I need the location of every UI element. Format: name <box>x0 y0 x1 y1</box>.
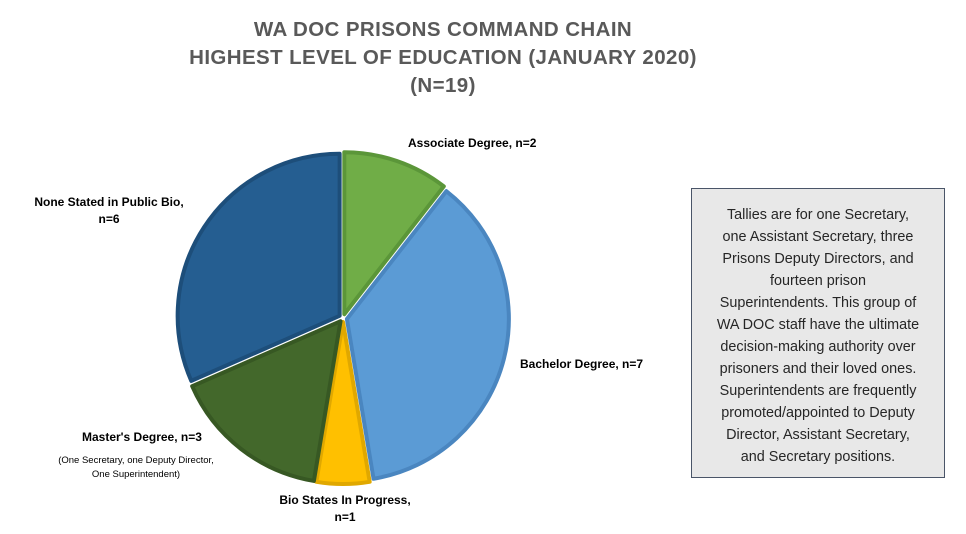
label-bachelor-degree: Bachelor Degree, n=7 <box>520 357 644 371</box>
note-line-5: Superintendents. This group of <box>719 295 917 311</box>
masters-degree-note: (One Secretary, one Deputy Director, One… <box>38 454 234 482</box>
label-none-stated-line-1: None Stated in Public Bio, <box>34 195 184 209</box>
pie-slice-3 <box>190 319 343 483</box>
note-line-9: Superintendents are frequently <box>719 383 917 399</box>
note-line-3: Prisons Deputy Directors, and <box>722 251 914 267</box>
note-line-1: Tallies are for one Secretary, <box>726 207 910 223</box>
note-line-12: and Secretary positions. <box>740 449 896 465</box>
note-line-2: one Assistant Secretary, three <box>722 229 914 245</box>
explanation-note-box: Tallies are for one Secretary, one Assis… <box>691 188 945 478</box>
note-line-8: prisoners and their loved ones. <box>719 361 917 377</box>
label-bio-in-progress-line-2: n=1 <box>334 510 356 524</box>
note-line-7: decision-making authority over <box>720 339 916 355</box>
masters-note-line-1: (One Secretary, one Deputy Director, <box>58 455 214 466</box>
pie-slice-4 <box>175 151 342 383</box>
note-line-6: WA DOC staff have the ultimate <box>716 317 920 333</box>
chart-title: WA DOC PRISONS COMMAND CHAIN HIGHEST LEV… <box>0 16 886 100</box>
pie-slice-1 <box>344 189 511 481</box>
label-none-stated-line-2: n=6 <box>98 212 120 226</box>
label-associate-degree: Associate Degree, n=2 <box>408 136 537 150</box>
label-masters-degree: Master's Degree, n=3 <box>82 430 202 444</box>
chart-title-line-3: (N=19) <box>410 74 476 97</box>
masters-note-line-2: One Superintendent) <box>91 469 181 480</box>
note-line-4: fourteen prison <box>770 273 866 289</box>
pie-slice-2 <box>314 320 372 486</box>
note-line-11: Director, Assistant Secretary, <box>726 427 910 443</box>
label-bio-in-progress-line-1: Bio States In Progress, <box>279 493 411 507</box>
chart-title-line-1: WA DOC PRISONS COMMAND CHAIN <box>253 18 633 41</box>
chart-title-line-2: HIGHEST LEVEL OF EDUCATION (JANUARY 2020… <box>189 46 697 69</box>
label-none-stated: None Stated in Public Bio, n=6 <box>22 194 196 228</box>
note-line-10: promoted/appointed to Deputy <box>721 405 915 421</box>
label-bio-in-progress: Bio States In Progress, n=1 <box>270 492 420 526</box>
pie-slice-0 <box>342 150 446 317</box>
